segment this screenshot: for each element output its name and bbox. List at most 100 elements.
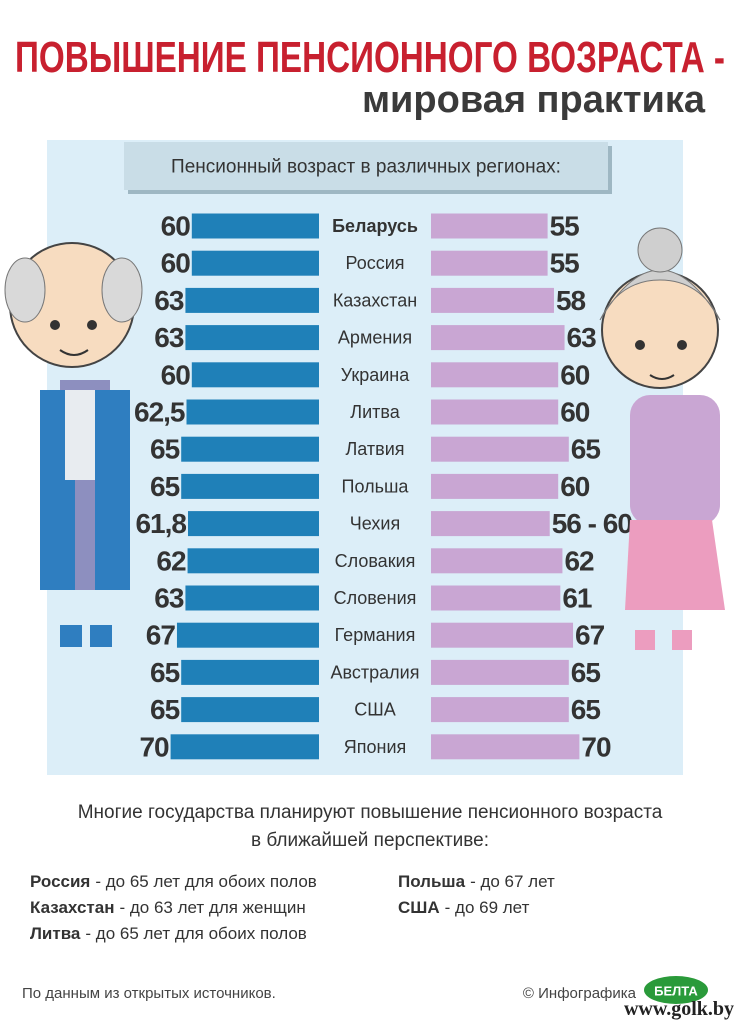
source: По данным из открытых источников. — [22, 985, 276, 1002]
subtitle: мировая практика — [362, 79, 706, 121]
category-label: Словакия — [335, 551, 416, 571]
men-bar — [181, 697, 319, 723]
men-bar — [187, 511, 319, 537]
value-label: 63 — [154, 285, 184, 316]
value-label: 60 — [161, 359, 191, 390]
value-label: 65 — [571, 657, 601, 688]
value-label: 67 — [575, 620, 605, 651]
category-label: Латвия — [345, 439, 404, 459]
men-bar — [191, 362, 319, 388]
value-label: 62,5 — [134, 397, 185, 428]
plan-item: Россия - до 65 лет для обоих полов — [30, 872, 317, 891]
value-label: 65 — [571, 434, 601, 465]
credit: © Инфографика — [523, 985, 637, 1002]
category-label: Армения — [338, 328, 412, 348]
watermark: www.golk.by — [624, 998, 734, 1020]
value-label: 61,8 — [135, 508, 186, 539]
value-label: 60 — [161, 211, 191, 242]
value-label: 58 — [556, 285, 586, 316]
grandpa-illustration — [4, 242, 143, 647]
plan-text: - до 69 лет — [445, 898, 530, 917]
value-label: 60 — [560, 359, 590, 390]
plan-text: - до 65 лет для обоих полов — [95, 872, 316, 891]
panel — [47, 140, 683, 775]
value-label: 70 — [581, 731, 611, 762]
women-bar — [431, 622, 574, 648]
plan-item: Польша - до 67 лет — [398, 872, 555, 891]
plan-country: Россия — [30, 872, 90, 891]
category-label: Австралия — [331, 662, 420, 682]
women-bar — [431, 325, 565, 351]
value-label: 65 — [150, 657, 180, 688]
bars: Беларусь 60 55 Россия 60 55 Казахстан 63 58 Армен… — [134, 211, 633, 763]
value-label: 63 — [567, 322, 597, 353]
men-bar — [181, 436, 319, 462]
men-bar — [191, 213, 319, 239]
value-label: 62 — [156, 545, 186, 576]
women-bar — [431, 511, 550, 537]
plan-item: Казахстан - до 63 лет для женщин — [30, 898, 306, 917]
value-label: 55 — [550, 248, 580, 279]
category-label: Чехия — [350, 514, 400, 534]
women-bar — [431, 697, 569, 723]
men-bar — [191, 250, 319, 276]
plan-country: Литва — [30, 924, 81, 943]
plans-intro: Многие государства планируют повышение п… — [78, 802, 663, 823]
value-label: 70 — [139, 731, 169, 762]
value-label: 63 — [154, 583, 184, 614]
women-bar — [431, 287, 554, 313]
chart-title-box — [124, 142, 608, 190]
women-bar — [431, 399, 559, 425]
men-bar — [185, 325, 319, 351]
women-bar — [431, 250, 548, 276]
category-label: Германия — [335, 625, 416, 645]
men-bar — [181, 473, 319, 499]
plan-text: - до 63 лет для женщин — [119, 898, 305, 917]
logo: БЕЛТА — [654, 984, 698, 999]
value-label: 55 — [550, 211, 580, 242]
women-bar — [431, 362, 559, 388]
plan-text: - до 67 лет — [470, 872, 555, 891]
grandma-illustration — [599, 227, 725, 650]
value-label: 60 — [560, 471, 590, 502]
value-label: 65 — [150, 471, 180, 502]
value-label: 65 — [571, 694, 601, 725]
plans: Россия - до 65 лет для обоих полов Казахст… — [30, 872, 555, 943]
category-label: США — [354, 700, 396, 720]
category-label: Россия — [345, 253, 404, 273]
category-label: Словения — [334, 588, 417, 608]
plan-country: Казахстан — [30, 898, 114, 917]
women-bar — [431, 585, 561, 611]
logo-shape — [644, 976, 708, 1004]
men-bar — [170, 734, 319, 760]
value-label: 62 — [564, 545, 594, 576]
men-bar — [186, 399, 319, 425]
category-label: Литва — [350, 402, 400, 422]
women-bar — [431, 436, 569, 462]
men-bar — [185, 287, 319, 313]
category-label: Украина — [341, 365, 411, 385]
women-bar — [431, 734, 580, 760]
plan-item: США - до 69 лет — [398, 898, 530, 917]
value-label: 63 — [154, 322, 184, 353]
plan-text: - до 65 лет для обоих полов — [85, 924, 306, 943]
women-bar — [431, 473, 559, 499]
plan-item: Литва - до 65 лет для обоих полов — [30, 924, 307, 943]
category-label: Япония — [344, 737, 407, 757]
men-bar — [181, 659, 319, 685]
value-label: 65 — [150, 694, 180, 725]
men-bar — [185, 585, 319, 611]
men-bar — [176, 622, 319, 648]
women-bar — [431, 548, 563, 574]
plan-country: США — [398, 898, 440, 917]
men-bar — [187, 548, 319, 574]
plans-intro: в ближайшей перспективе: — [251, 830, 489, 851]
value-label: 60 — [161, 248, 191, 279]
value-label: 60 — [560, 397, 590, 428]
value-label: 56 - 60 — [552, 508, 633, 539]
plan-country: Польша — [398, 872, 466, 891]
category-label: Польша — [342, 476, 410, 496]
value-label: 61 — [562, 583, 592, 614]
value-label: 65 — [150, 434, 180, 465]
